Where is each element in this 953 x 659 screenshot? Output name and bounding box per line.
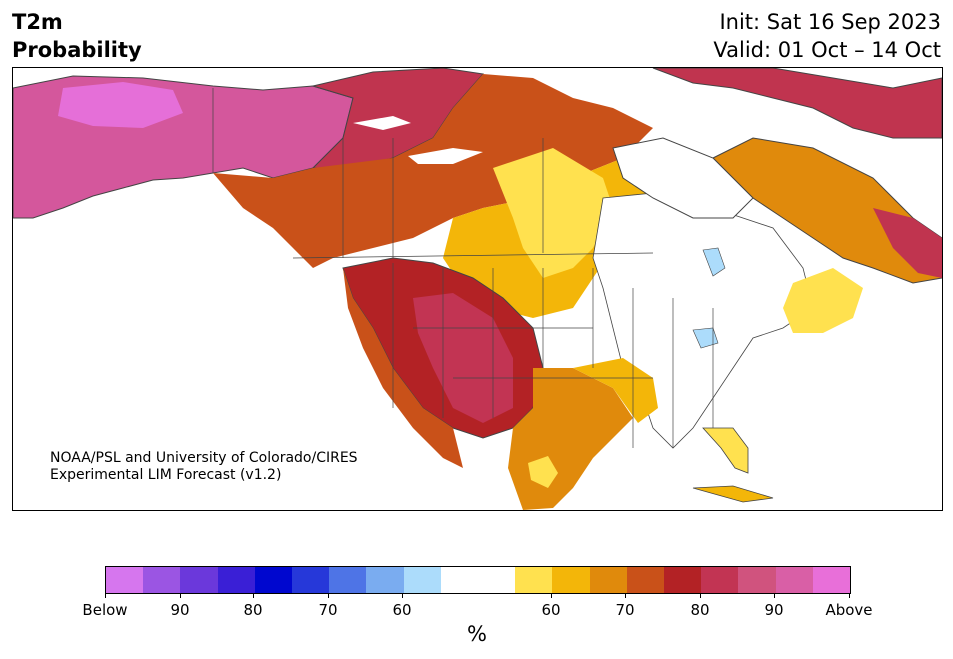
map-credit: NOAA/PSL and University of Colorado/CIRE… [50, 450, 358, 484]
colorbar-segment [440, 567, 479, 593]
colorbar-segment [738, 567, 776, 593]
cuba [692, 485, 774, 503]
florida [702, 427, 749, 474]
title-product: Probability [12, 38, 142, 62]
colorbar-segment [515, 567, 553, 593]
colorbar-segment [329, 567, 367, 593]
forecast-dates: Init: Sat 16 Sep 2023 Valid: 01 Oct – 14… [713, 8, 941, 64]
labrador-red [873, 208, 942, 278]
colorbar-tick-label: 90 [170, 601, 190, 619]
quebec-region [712, 137, 942, 284]
colorbar-segment [403, 567, 441, 593]
colorbar-tick-mark [105, 593, 106, 598]
colorbar-tick-label: Below [82, 601, 128, 619]
title-variable: T2m [12, 10, 63, 34]
colorbar-segment [143, 567, 181, 593]
colorbar-segment [626, 567, 665, 593]
colorbar-segment [254, 567, 293, 593]
colorbar-segment [106, 567, 144, 593]
political-borders [212, 88, 714, 448]
alaska-core [58, 82, 183, 128]
texas-gold [573, 358, 658, 423]
colorbar-tick-label: 60 [392, 601, 412, 619]
colorbar-segment [775, 567, 813, 593]
colorbar-tick-label: Above [825, 601, 873, 619]
colorbar-segment [552, 567, 590, 593]
credit-line-2: Experimental LIM Forecast (v1.2) [50, 467, 282, 483]
colorbar-segment [701, 567, 739, 593]
southwest-magenta [413, 293, 513, 423]
forecast-map: NOAA/PSL and University of Colorado/CIRE… [12, 67, 943, 511]
colorbar-segment [217, 567, 255, 593]
colorbar-tick-mark [774, 593, 775, 598]
colorbar-tick-mark [253, 593, 254, 598]
colorbar-tick-label: 70 [318, 601, 338, 619]
hudson-bay [612, 137, 754, 219]
great-lakes [692, 247, 726, 349]
pacific-coast-orange [343, 268, 463, 468]
probability-map-svg [13, 68, 942, 510]
probability-colorbar [105, 566, 851, 594]
colorbar-tick-mark [551, 593, 552, 598]
colorbar-tick-mark [402, 593, 403, 598]
colorbar-segment [366, 567, 404, 593]
colorbar-segment [664, 567, 702, 593]
colorbar-segment [478, 567, 516, 593]
colorbar-tick-mark [180, 593, 181, 598]
colorbar-tick-mark [700, 593, 701, 598]
colorbar-tick-label: 90 [764, 601, 784, 619]
map-title: T2m Probability [12, 8, 142, 64]
valid-range: Valid: 01 Oct – 14 Oct [713, 38, 941, 62]
colorbar-segment [589, 567, 627, 593]
east-coast-yellow [783, 268, 863, 333]
credit-line-1: NOAA/PSL and University of Colorado/CIRE… [50, 450, 358, 466]
colorbar-tick-mark [328, 593, 329, 598]
colorbar-tick-label: 80 [243, 601, 263, 619]
colorbar-segment [812, 567, 851, 593]
colorbar-tick-mark [849, 593, 850, 598]
colorbar-segment [292, 567, 330, 593]
arctic-islands-red [652, 68, 942, 139]
colorbar-unit: % [467, 622, 487, 646]
colorbar-tick-label: 60 [541, 601, 561, 619]
arctic-inlet [353, 116, 483, 164]
colorbar-tick-label: 70 [615, 601, 635, 619]
plains-yellow [493, 148, 613, 278]
canada-orange-band [213, 74, 653, 268]
colorbar-tick-mark [625, 593, 626, 598]
colorbar-segment [180, 567, 218, 593]
colorbar-tick-label: 80 [690, 601, 710, 619]
mexico-hotspot [528, 456, 558, 488]
init-date: Init: Sat 16 Sep 2023 [719, 10, 941, 34]
